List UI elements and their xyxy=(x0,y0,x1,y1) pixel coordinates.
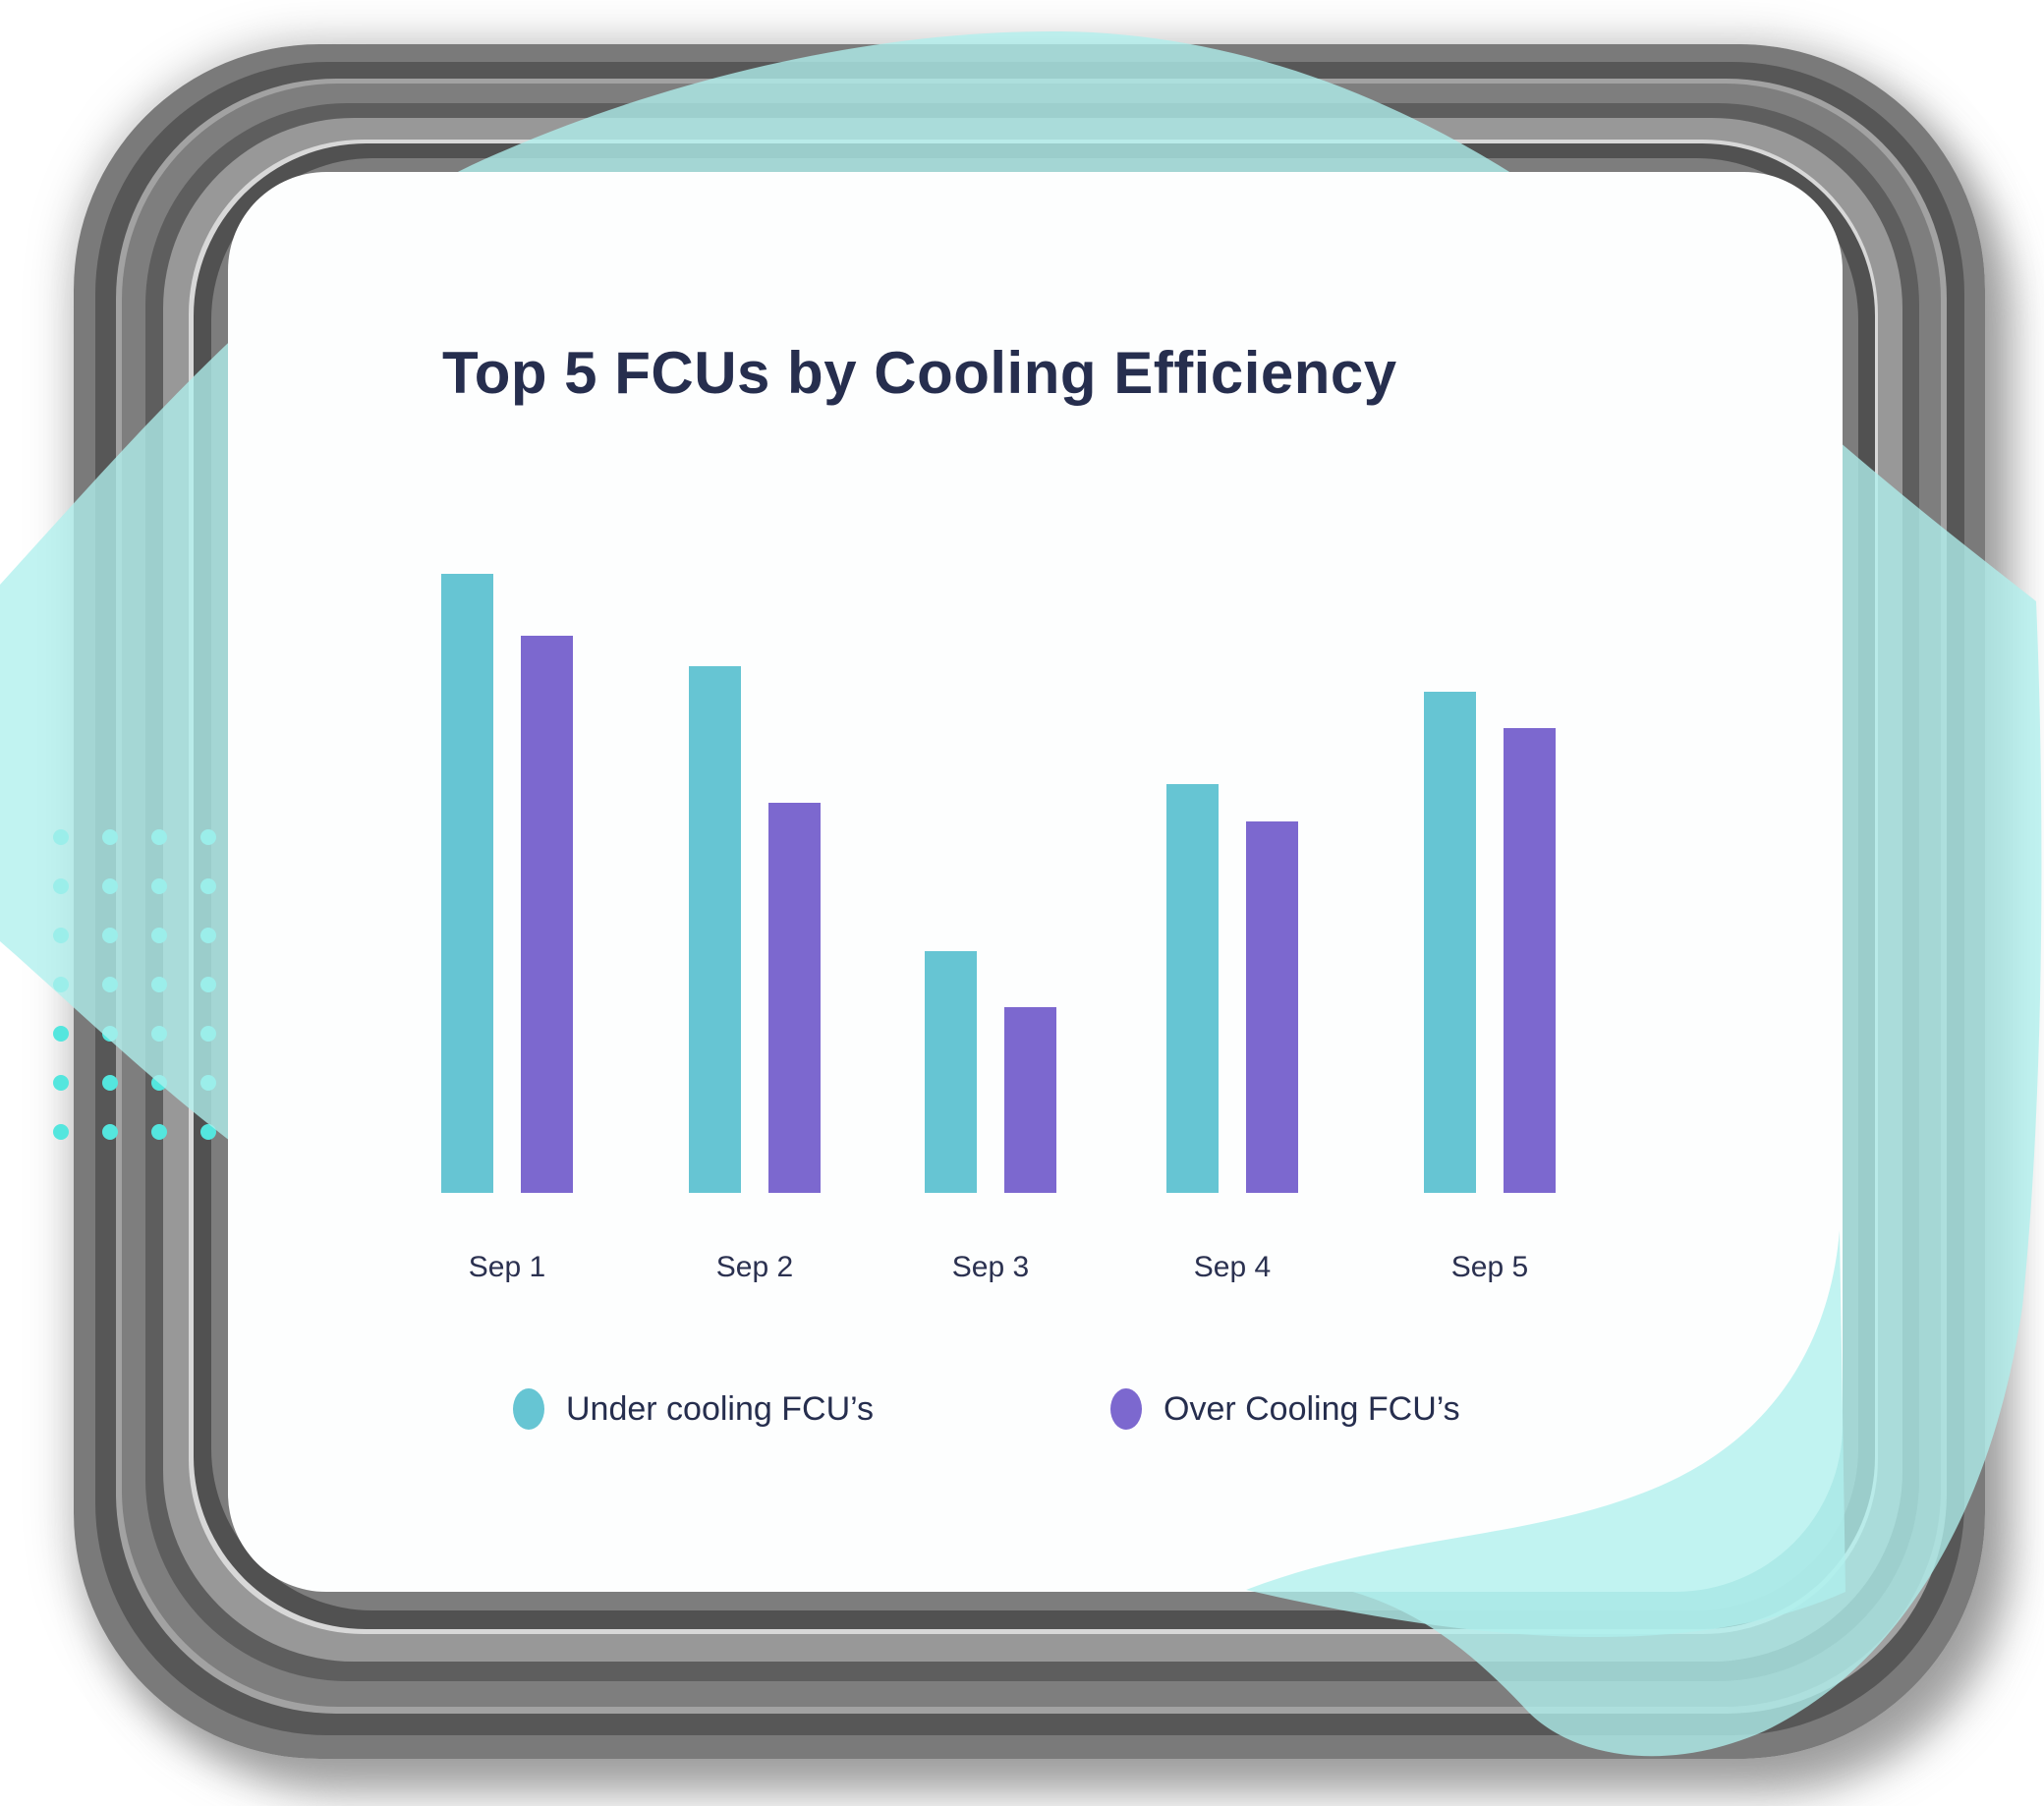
bar-over-cooling-sep-5 xyxy=(1504,728,1556,1193)
bar-under-cooling-sep-2 xyxy=(689,666,741,1193)
grid-dot-r3-c0 xyxy=(53,977,69,992)
grid-dot-r6-c0 xyxy=(53,1124,69,1140)
grid-dot-r2-c0 xyxy=(53,928,69,943)
chart-legend: Under cooling FCU’s Over Cooling FCU’s xyxy=(228,1383,1843,1441)
x-axis-label-sep-5: Sep 5 xyxy=(1450,1251,1529,1283)
grid-dot-r5-c0 xyxy=(53,1075,69,1091)
grid-dot-r0-c0 xyxy=(53,829,69,845)
x-axis-label-sep-1: Sep 1 xyxy=(468,1251,546,1283)
bar-over-cooling-sep-3 xyxy=(1004,1007,1056,1193)
grid-dot-r1-c0 xyxy=(53,878,69,894)
bar-under-cooling-sep-5 xyxy=(1424,692,1476,1193)
legend-dot-under-cooling-icon xyxy=(513,1388,544,1430)
legend-label-over-cooling: Over Cooling FCU’s xyxy=(1164,1389,1460,1428)
bar-under-cooling-sep-3 xyxy=(925,951,977,1193)
grid-dot-r4-c0 xyxy=(53,1026,69,1042)
legend-item-under-cooling: Under cooling FCU’s xyxy=(513,1388,874,1430)
legend-dot-over-cooling-icon xyxy=(1110,1388,1142,1430)
bar-chart-plot: Sep 1 Sep 2 Sep 3 Sep 4 Sep 5 xyxy=(228,172,1843,1592)
bar-over-cooling-sep-1 xyxy=(521,636,573,1193)
bar-over-cooling-sep-4 xyxy=(1246,821,1298,1193)
legend-item-over-cooling: Over Cooling FCU’s xyxy=(1110,1388,1460,1430)
x-axis-label-sep-2: Sep 2 xyxy=(715,1251,794,1283)
bar-over-cooling-sep-2 xyxy=(768,803,821,1193)
x-axis-label-sep-4: Sep 4 xyxy=(1193,1251,1272,1283)
legend-label-under-cooling: Under cooling FCU’s xyxy=(566,1389,875,1428)
bar-under-cooling-sep-1 xyxy=(441,574,493,1193)
chart-card: Top 5 FCUs by Cooling Efficiency Sep 1 Se… xyxy=(228,172,1843,1592)
bar-under-cooling-sep-4 xyxy=(1166,784,1219,1193)
x-axis-label-sep-3: Sep 3 xyxy=(951,1251,1030,1283)
